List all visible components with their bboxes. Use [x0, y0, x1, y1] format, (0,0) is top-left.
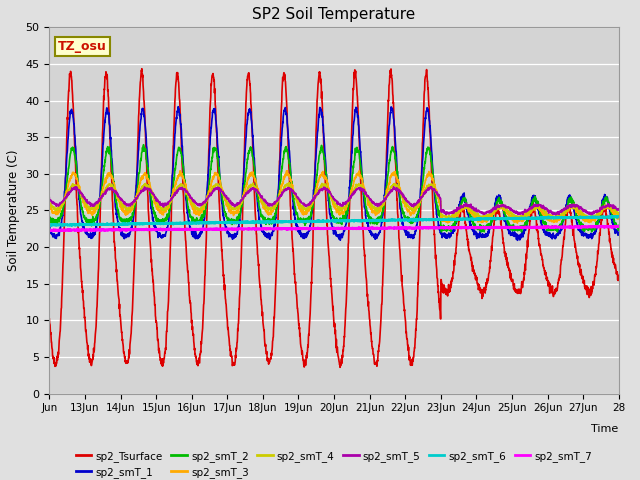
sp2_smT_7	[45, 227, 53, 233]
sp2_smT_1	[225, 230, 233, 236]
sp2_smT_4	[102, 186, 110, 192]
sp2_smT_5	[552, 212, 560, 218]
sp2_smT_2	[615, 223, 623, 228]
sp2_Tsurface	[102, 72, 110, 78]
sp2_smT_6	[225, 219, 233, 225]
sp2_smT_7	[102, 227, 110, 232]
sp2_Tsurface	[45, 316, 53, 322]
sp2_smT_6	[45, 222, 53, 228]
sp2_Tsurface	[369, 346, 376, 351]
sp2_smT_6	[102, 221, 110, 227]
sp2_smT_2	[225, 218, 233, 224]
sp2_smT_5	[369, 199, 376, 204]
sp2_smT_6	[538, 215, 546, 220]
sp2_smT_4	[45, 198, 53, 204]
sp2_smT_4	[506, 210, 513, 216]
sp2_smT_6	[615, 214, 623, 219]
sp2_smT_3	[369, 209, 376, 215]
Text: TZ_osu: TZ_osu	[58, 40, 107, 53]
sp2_Tsurface	[225, 340, 233, 346]
sp2_smT_6	[369, 218, 376, 224]
sp2_smT_2	[506, 222, 513, 228]
sp2_smT_4	[550, 216, 557, 222]
sp2_smT_7	[612, 223, 620, 229]
sp2_smT_1	[615, 230, 623, 236]
sp2_smT_5	[45, 195, 53, 201]
sp2_Tsurface	[615, 276, 623, 282]
sp2_smT_6	[607, 214, 615, 219]
sp2_smT_4	[225, 201, 233, 206]
sp2_smT_1	[538, 222, 546, 228]
sp2_smT_3	[513, 220, 521, 226]
sp2_smT_7	[538, 224, 546, 230]
Line: sp2_smT_6: sp2_smT_6	[49, 216, 619, 226]
sp2_smT_5	[607, 202, 615, 208]
sp2_smT_1	[174, 104, 182, 109]
sp2_smT_3	[225, 208, 233, 214]
Y-axis label: Soil Temperature (C): Soil Temperature (C)	[7, 150, 20, 271]
sp2_smT_1	[506, 229, 513, 235]
sp2_smT_3	[45, 204, 53, 209]
sp2_smT_4	[369, 204, 376, 209]
sp2_smT_5	[102, 188, 110, 193]
sp2_smT_5	[538, 205, 546, 211]
sp2_smT_3	[538, 210, 546, 216]
Line: sp2_smT_4: sp2_smT_4	[49, 182, 619, 219]
Line: sp2_smT_7: sp2_smT_7	[49, 226, 619, 231]
sp2_smT_3	[506, 212, 513, 217]
sp2_smT_2	[538, 215, 546, 221]
sp2_smT_1	[514, 238, 522, 243]
sp2_smT_7	[369, 226, 376, 231]
sp2_smT_7	[607, 224, 614, 229]
Line: sp2_Tsurface: sp2_Tsurface	[49, 69, 619, 367]
sp2_smT_1	[102, 109, 110, 115]
sp2_smT_5	[390, 184, 397, 190]
sp2_smT_6	[68, 223, 76, 228]
sp2_smT_6	[607, 215, 614, 220]
sp2_smT_2	[102, 148, 110, 154]
sp2_smT_7	[615, 224, 623, 229]
sp2_smT_2	[369, 219, 376, 225]
sp2_smT_2	[607, 207, 615, 213]
sp2_smT_5	[506, 205, 513, 211]
Line: sp2_smT_1: sp2_smT_1	[49, 107, 619, 240]
sp2_Tsurface	[538, 255, 546, 261]
sp2_smT_3	[284, 168, 291, 174]
sp2_smT_6	[506, 216, 513, 221]
Line: sp2_smT_5: sp2_smT_5	[49, 187, 619, 215]
Legend: sp2_Tsurface, sp2_smT_1, sp2_smT_2, sp2_smT_3, sp2_smT_4, sp2_smT_5, sp2_smT_6, : sp2_Tsurface, sp2_smT_1, sp2_smT_2, sp2_…	[72, 446, 596, 480]
sp2_smT_2	[140, 142, 147, 147]
sp2_smT_4	[615, 212, 623, 217]
Title: SP2 Soil Temperature: SP2 Soil Temperature	[252, 7, 415, 22]
sp2_smT_4	[607, 205, 615, 211]
sp2_Tsurface	[138, 66, 146, 72]
sp2_Tsurface	[506, 274, 514, 280]
Line: sp2_smT_3: sp2_smT_3	[49, 171, 619, 223]
sp2_smT_3	[607, 206, 615, 212]
sp2_Tsurface	[336, 364, 344, 370]
Text: Time: Time	[591, 424, 619, 434]
sp2_smT_7	[225, 226, 233, 232]
sp2_smT_2	[45, 215, 53, 220]
sp2_smT_7	[54, 228, 62, 234]
sp2_smT_3	[615, 214, 623, 220]
sp2_smT_1	[45, 225, 53, 230]
sp2_smT_2	[518, 229, 525, 235]
sp2_smT_1	[607, 215, 615, 221]
Line: sp2_smT_2: sp2_smT_2	[49, 144, 619, 232]
sp2_smT_4	[285, 180, 292, 185]
sp2_smT_4	[538, 206, 546, 212]
sp2_smT_7	[506, 224, 513, 230]
sp2_smT_5	[615, 207, 623, 213]
sp2_smT_1	[369, 232, 376, 238]
sp2_Tsurface	[607, 246, 615, 252]
sp2_smT_3	[102, 175, 110, 180]
sp2_smT_5	[225, 198, 233, 204]
